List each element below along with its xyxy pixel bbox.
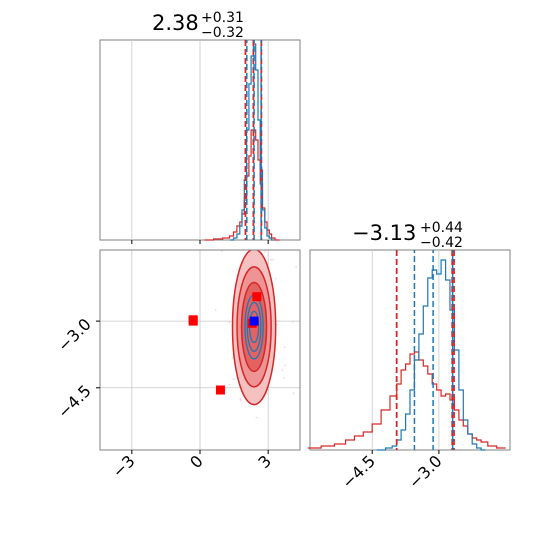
joint-marker-red-3 [252, 292, 262, 302]
joint-sample-point [258, 247, 260, 249]
joint-xtick-label-0: −3 [109, 451, 139, 481]
panel-hist-param-2-frame [309, 249, 511, 451]
title-param-1-minus: −0.32 [201, 25, 244, 41]
joint-sample-point [281, 369, 284, 372]
panel-hist-param-1-grid [131, 40, 269, 240]
panel-hist-param-1 [99, 39, 301, 244]
joint-sample-point [283, 227, 285, 229]
hist2-series-red [307, 351, 506, 449]
joint-marker-red-1 [188, 316, 198, 326]
panel-hist-param-2: −4.5 −3.0 [307, 249, 511, 492]
joint-sample-point [284, 364, 287, 367]
panel-joint-content [188, 197, 322, 419]
joint-sample-point [277, 320, 280, 322]
joint-sample-point [218, 197, 220, 199]
joint-sample-point [283, 376, 286, 379]
joint-xtick-label-2: 3 [254, 451, 275, 472]
joint-sample-point [232, 378, 235, 381]
joint-sample-point [320, 309, 322, 311]
title-param-2-plus: +0.44 [420, 220, 463, 236]
hist1-series-blue [230, 43, 274, 241]
hist2-xtick-label-1: −3.0 [405, 451, 446, 492]
title-param-1: 2.38 +0.31 −0.32 [152, 10, 244, 41]
title-param-2-minus: −0.42 [420, 235, 463, 251]
panel-joint: −3 0 3 −4.5 −3.0 [54, 197, 322, 482]
hist2-series-blue [376, 259, 486, 451]
joint-sample-point [274, 277, 277, 280]
joint-sample-point [258, 246, 260, 248]
hist2-xtick-label-0: −4.5 [338, 451, 379, 492]
title-param-1-median: 2.38 [152, 11, 199, 35]
joint-contour-blue-1 [246, 301, 262, 352]
joint-sample-point [270, 258, 272, 261]
joint-sample-point [228, 321, 231, 324]
panel-joint-y-ticks: −4.5 −3.0 [54, 315, 100, 422]
panel-hist-param-2-ticks: −4.5 −3.0 [338, 450, 446, 492]
panel-hist-param-2-curves [307, 259, 506, 451]
joint-sample-point [240, 399, 242, 402]
joint-ytick-label-1: −3.0 [54, 315, 95, 356]
title-param-2-median: −3.13 [352, 221, 416, 245]
joint-xtick-label-1: 0 [186, 451, 207, 472]
joint-sample-point [239, 397, 242, 400]
joint-sample-point [272, 258, 274, 261]
joint-sample-point [221, 250, 223, 252]
joint-sample-point [292, 392, 295, 395]
joint-sample-point [295, 266, 297, 268]
joint-sample-point [267, 388, 270, 391]
joint-marker-blue [249, 316, 259, 326]
joint-marker-red-2 [215, 385, 225, 395]
joint-sample-point [228, 383, 231, 386]
joint-sample-point [265, 392, 268, 395]
panel-hist-param-1-ticks [131, 240, 269, 244]
joint-ytick-label-0: −4.5 [54, 381, 95, 422]
joint-sample-point [255, 416, 258, 419]
title-param-1-plus: +0.31 [201, 10, 244, 26]
panel-hist-param-2-quantiles [395, 250, 455, 450]
joint-sample-point [283, 346, 286, 349]
panel-hist-param-1-quantiles [244, 40, 263, 240]
joint-sample-point [273, 245, 275, 247]
panel-hist-param-2-grid [371, 250, 440, 450]
joint-sample-point [286, 244, 288, 246]
joint-sample-point [291, 320, 294, 323]
panel-joint-x-ticks: −3 0 3 [109, 450, 275, 482]
title-param-2: −3.13 +0.44 −0.42 [352, 220, 463, 251]
joint-sample-point [264, 251, 266, 253]
joint-sample-point [214, 309, 217, 311]
